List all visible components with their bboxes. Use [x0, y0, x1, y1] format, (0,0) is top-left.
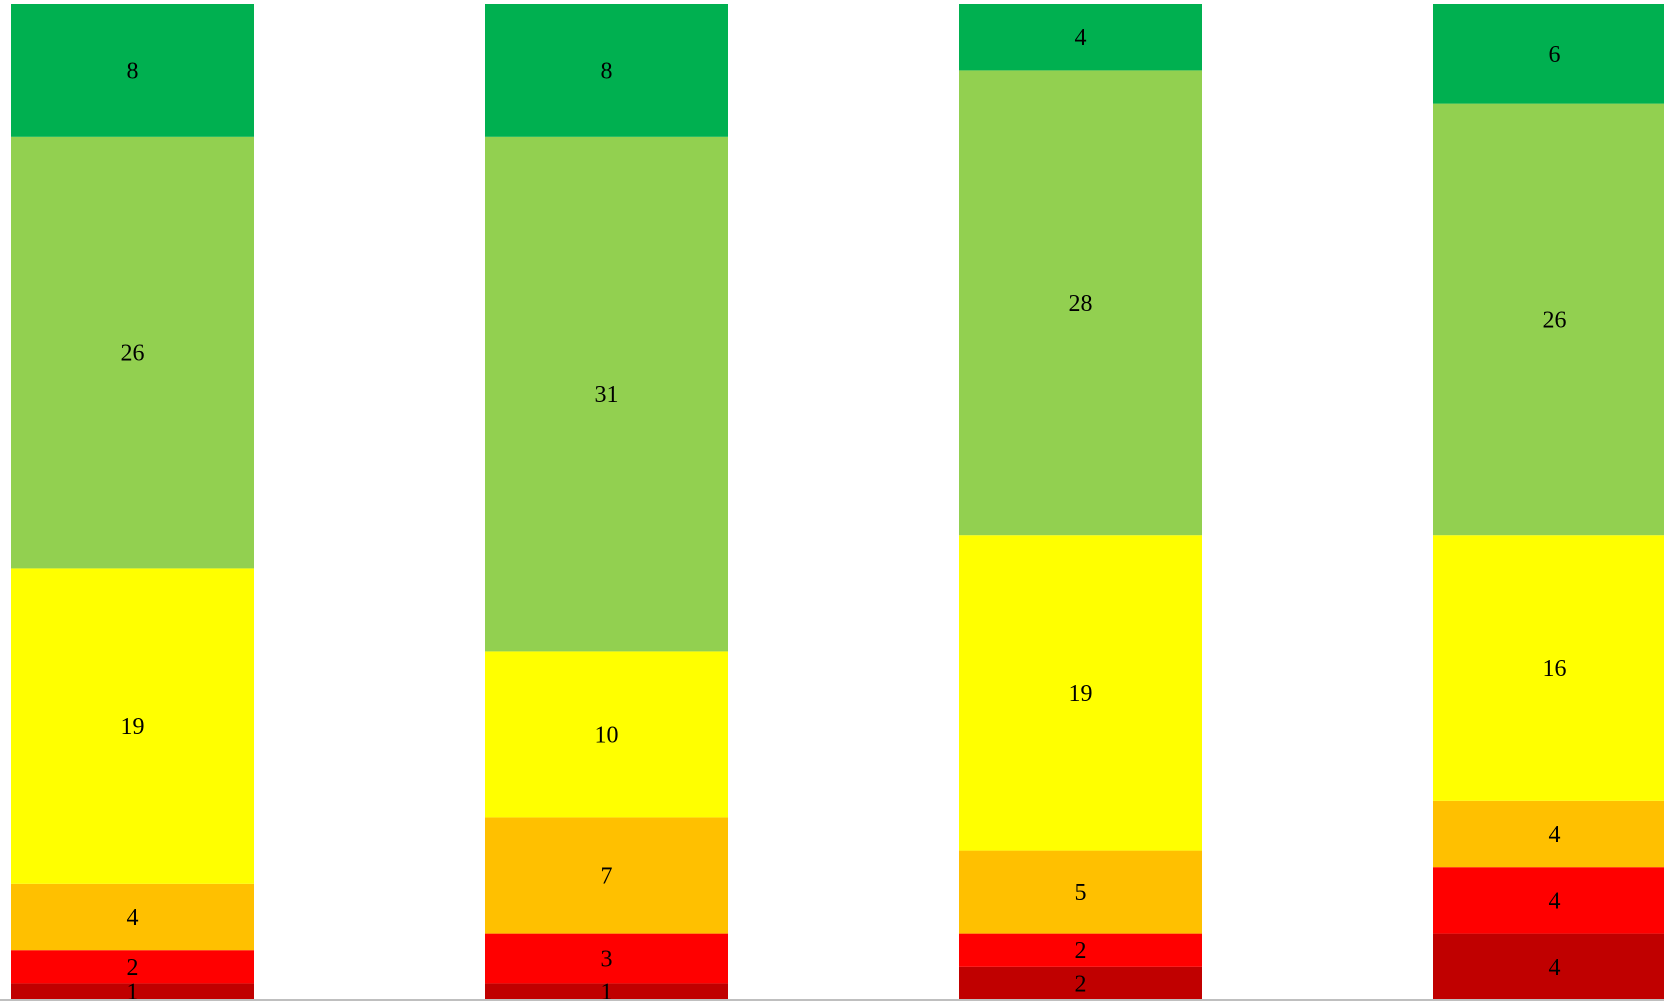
bar-segment-1-6 [11, 4, 254, 137]
data-label-4-1: 4 [1549, 955, 1561, 981]
data-label-1-5: 26 [121, 341, 145, 367]
bar-segment-4-2 [1433, 867, 1664, 934]
data-label-2-4: 10 [595, 722, 619, 748]
bar-segment-1-5 [11, 136, 254, 569]
bar-segment-4-3 [1433, 800, 1664, 868]
data-label-3-6: 4 [1075, 25, 1087, 51]
data-label-3-5: 28 [1069, 291, 1093, 317]
data-label-1-3: 4 [127, 905, 139, 931]
bars-layer [11, 4, 1664, 1000]
data-label-2-1: 1 [601, 980, 613, 1001]
bar-segment-3-3 [959, 850, 1202, 934]
data-label-3-4: 19 [1069, 681, 1093, 707]
bar-segment-3-2 [959, 933, 1202, 967]
bar-segment-3-4 [959, 535, 1202, 851]
data-label-4-5: 26 [1543, 307, 1567, 333]
data-label-4-4: 16 [1543, 656, 1567, 682]
data-label-3-1: 2 [1075, 971, 1087, 997]
data-label-2-3: 7 [601, 864, 613, 890]
data-label-1-2: 2 [127, 955, 139, 981]
bar-segment-4-6 [1433, 4, 1664, 104]
bar-segment-2-2 [485, 933, 728, 984]
data-label-2-2: 3 [601, 947, 613, 973]
data-label-2-6: 8 [601, 58, 613, 84]
bar-segment-3-1 [959, 966, 1202, 1000]
data-label-4-3: 4 [1549, 822, 1561, 848]
data-label-3-3: 5 [1075, 880, 1087, 906]
bar-segment-3-5 [959, 70, 1202, 536]
data-label-3-2: 2 [1075, 938, 1087, 964]
bar-segment-1-1 [11, 983, 254, 1000]
bar-segment-2-6 [485, 4, 728, 137]
bar-segment-4-5 [1433, 103, 1664, 536]
bar-segment-4-1 [1433, 933, 1664, 1000]
data-label-1-6: 8 [127, 58, 139, 84]
bar-segment-2-4 [485, 651, 728, 818]
bar-segment-2-3 [485, 817, 728, 934]
data-label-4-6: 6 [1549, 42, 1561, 68]
data-label-1-1: 1 [127, 980, 139, 1001]
bar-segment-1-4 [11, 568, 254, 884]
data-label-4-2: 4 [1549, 888, 1561, 914]
data-label-2-5: 31 [595, 382, 619, 408]
bar-segment-4-4 [1433, 535, 1664, 801]
bar-segment-3-6 [959, 4, 1202, 71]
data-label-1-4: 19 [121, 714, 145, 740]
bar-segment-1-2 [11, 950, 254, 984]
bar-segment-2-5 [485, 136, 728, 652]
bar-segment-2-1 [485, 983, 728, 1000]
bar-segment-1-3 [11, 883, 254, 951]
